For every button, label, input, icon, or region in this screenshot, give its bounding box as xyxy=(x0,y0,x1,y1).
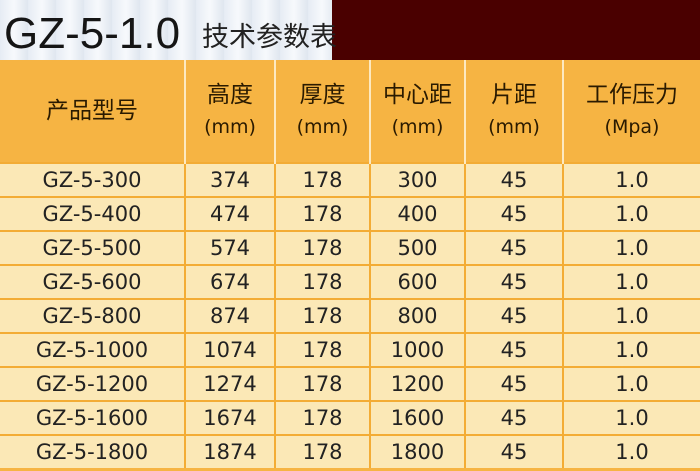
column-header: 中心距 (mm) xyxy=(369,60,465,163)
table-cell: 474 xyxy=(184,196,275,231)
header-unit: (mm) xyxy=(296,116,349,138)
page-title: GZ-5-1.0 技术参数表 xyxy=(4,4,337,56)
header-unit: (mm) xyxy=(488,116,540,138)
table-cell: 45 xyxy=(464,230,563,265)
table-row: GZ-5-300 374 178 300 45 1.0 xyxy=(0,162,700,197)
table-header-row: 产品型号 高度 (mm) 厚度 (mm) 中心距 (mm) 片距 (mm) 工作压力 (Mpa) xyxy=(0,60,700,163)
table-cell: 1.0 xyxy=(562,332,700,367)
table-cell: 1874 xyxy=(184,434,275,468)
table-cell: 45 xyxy=(464,366,563,401)
header-label: 片距 xyxy=(491,82,537,108)
table-cell: 1274 xyxy=(184,366,275,401)
table-cell: 45 xyxy=(464,434,563,468)
table-cell: 1200 xyxy=(369,366,465,401)
column-header: 高度 (mm) xyxy=(184,60,275,163)
table-cell: 1674 xyxy=(184,400,275,435)
table-cell: 1.0 xyxy=(562,400,700,435)
table-row: GZ-5-1200 1274 178 1200 45 1.0 xyxy=(0,366,700,401)
table-row: GZ-5-400 474 178 400 45 1.0 xyxy=(0,196,700,231)
table-cell: 1.0 xyxy=(562,162,700,197)
header-unit: (Mpa) xyxy=(604,116,660,138)
table-cell: 500 xyxy=(369,230,465,265)
table-cell: 400 xyxy=(369,196,465,231)
table-cell: GZ-5-300 xyxy=(0,162,185,197)
table-row: GZ-5-1800 1874 178 1800 45 1.0 xyxy=(0,434,700,468)
table-cell: 178 xyxy=(274,298,370,333)
table-cell: 374 xyxy=(184,162,275,197)
table-cell: 178 xyxy=(274,434,370,468)
table-cell: 1000 xyxy=(369,332,465,367)
table-cell: 1.0 xyxy=(562,366,700,401)
table-cell: 178 xyxy=(274,366,370,401)
title-banner: GZ-5-1.0 技术参数表 xyxy=(0,0,700,60)
banner-dark-bg xyxy=(332,0,700,60)
table-cell: 45 xyxy=(464,332,563,367)
column-header: 厚度 (mm) xyxy=(274,60,370,163)
table-cell: GZ-5-500 xyxy=(0,230,185,265)
table-cell: 178 xyxy=(274,400,370,435)
table-cell: 178 xyxy=(274,196,370,231)
table-cell: 45 xyxy=(464,196,563,231)
title-subtitle: 技术参数表 xyxy=(202,22,338,53)
header-label: 高度 xyxy=(207,82,253,108)
header-unit: (mm) xyxy=(204,116,256,138)
table-cell: 178 xyxy=(274,264,370,299)
table-cell: 178 xyxy=(274,162,370,197)
table-cell: GZ-5-1000 xyxy=(0,332,185,367)
table-cell: 1.0 xyxy=(562,230,700,265)
table-cell: 600 xyxy=(369,264,465,299)
column-header: 产品型号 xyxy=(0,60,185,163)
table-cell: GZ-5-600 xyxy=(0,264,185,299)
table-cell: GZ-5-1800 xyxy=(0,434,185,468)
table-cell: 874 xyxy=(184,298,275,333)
spec-table: 产品型号 高度 (mm) 厚度 (mm) 中心距 (mm) 片距 (mm) 工作压力 (Mpa) G… xyxy=(0,60,700,468)
table-cell: 574 xyxy=(184,230,275,265)
table-cell: 1.0 xyxy=(562,196,700,231)
table-cell: 45 xyxy=(464,298,563,333)
table-cell: 45 xyxy=(464,264,563,299)
table-cell: 1.0 xyxy=(562,298,700,333)
table-cell: 178 xyxy=(274,230,370,265)
table-cell: GZ-5-1600 xyxy=(0,400,185,435)
table-cell: 300 xyxy=(369,162,465,197)
table-cell: 45 xyxy=(464,400,563,435)
table-cell: 178 xyxy=(274,332,370,367)
table-cell: GZ-5-400 xyxy=(0,196,185,231)
model-code: GZ-5-1.0 xyxy=(4,9,181,58)
table-cell: 800 xyxy=(369,298,465,333)
header-label: 中心距 xyxy=(383,82,452,108)
table-cell: 45 xyxy=(464,162,563,197)
header-label: 工作压力 xyxy=(586,82,678,108)
header-unit: (mm) xyxy=(391,116,444,138)
table-cell: GZ-5-1200 xyxy=(0,366,185,401)
table-cell: 1800 xyxy=(369,434,465,468)
table-row: GZ-5-600 674 178 600 45 1.0 xyxy=(0,264,700,299)
table-cell: 1600 xyxy=(369,400,465,435)
table-cell: 1074 xyxy=(184,332,275,367)
header-label: 产品型号 xyxy=(46,98,138,124)
table-row: GZ-5-1000 1074 178 1000 45 1.0 xyxy=(0,332,700,367)
table-cell: GZ-5-800 xyxy=(0,298,185,333)
table-row: GZ-5-1600 1674 178 1600 45 1.0 xyxy=(0,400,700,435)
table-cell: 1.0 xyxy=(562,434,700,468)
header-label: 厚度 xyxy=(299,82,346,108)
column-header: 片距 (mm) xyxy=(464,60,563,163)
table-row: GZ-5-500 574 178 500 45 1.0 xyxy=(0,230,700,265)
table-cell: 1.0 xyxy=(562,264,700,299)
column-header: 工作压力 (Mpa) xyxy=(562,60,700,163)
banner-light-bg xyxy=(0,0,332,60)
table-cell: 674 xyxy=(184,264,275,299)
table-row: GZ-5-800 874 178 800 45 1.0 xyxy=(0,298,700,333)
